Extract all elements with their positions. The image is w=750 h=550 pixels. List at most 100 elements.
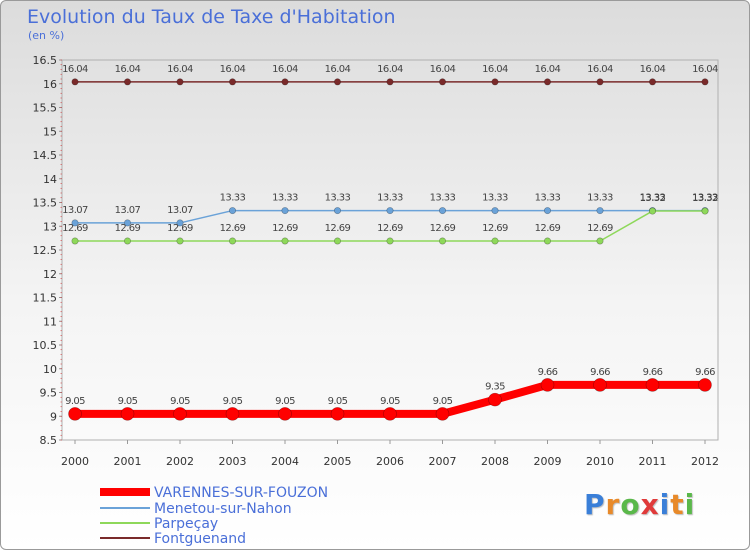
y-tick-label: 15.5	[33, 102, 58, 115]
x-tick-label: 2007	[429, 455, 457, 468]
data-label-fontguenand: 16.04	[430, 64, 456, 75]
logo-letter: x	[640, 488, 660, 521]
data-point-menetou-sur-nahon	[386, 207, 394, 215]
data-point-menetou-sur-nahon	[124, 219, 132, 227]
x-tick-label: 2004	[271, 455, 299, 468]
data-label-varennes-sur-fouzon: 9.66	[538, 367, 558, 378]
data-label-varennes-sur-fouzon: 9.05	[275, 396, 295, 407]
data-point-parpe-ay	[596, 237, 604, 245]
logo-letter: i	[684, 488, 696, 521]
x-tick-label: 2001	[114, 455, 142, 468]
x-tick-label: 2009	[534, 455, 562, 468]
data-label-varennes-sur-fouzon: 9.05	[170, 396, 190, 407]
data-label-menetou-sur-nahon: 13.33	[220, 193, 246, 204]
data-label-fontguenand: 16.04	[272, 64, 298, 75]
chart-subtitle: (en %)	[28, 29, 65, 42]
data-label-varennes-sur-fouzon: 9.05	[433, 396, 453, 407]
data-point-fontguenand	[386, 78, 394, 86]
legend-label: Menetou-sur-Nahon	[154, 501, 292, 517]
data-point-fontguenand	[229, 78, 237, 86]
data-label-fontguenand: 16.04	[482, 64, 508, 75]
data-point-fontguenand	[333, 78, 341, 86]
data-point-fontguenand	[438, 78, 446, 86]
data-point-parpe-ay	[438, 237, 446, 245]
data-label-parpe-ay: 12.69	[377, 223, 403, 234]
data-label-parpe-ay: 12.69	[115, 223, 141, 234]
data-label-parpe-ay: 12.69	[430, 223, 456, 234]
data-point-varennes-sur-fouzon	[68, 407, 82, 421]
data-point-parpe-ay	[176, 237, 184, 245]
data-label-varennes-sur-fouzon: 9.05	[223, 396, 243, 407]
legend-label: VARENNES-SUR-FOUZON	[154, 485, 328, 501]
data-point-menetou-sur-nahon	[71, 219, 79, 227]
x-tick-label: 2012	[691, 455, 719, 468]
data-point-varennes-sur-fouzon	[645, 378, 660, 392]
data-label-menetou-sur-nahon: 13.33	[535, 193, 561, 204]
data-label-varennes-sur-fouzon: 9.35	[485, 382, 505, 393]
y-tick-label: 13.5	[33, 197, 58, 210]
data-label-parpe-ay: 12.69	[325, 223, 351, 234]
data-label-parpe-ay: 12.69	[535, 223, 561, 234]
y-tick-label: 16	[43, 78, 57, 91]
y-tick-label: 9	[50, 410, 57, 423]
data-point-varennes-sur-fouzon	[540, 378, 555, 392]
logo-letter: P	[584, 488, 606, 521]
data-label-parpe-ay: 13.32	[640, 193, 666, 204]
y-tick-label: 10.5	[33, 339, 58, 352]
data-label-fontguenand: 16.04	[62, 64, 88, 75]
data-point-fontguenand	[543, 78, 551, 86]
y-tick-label: 11.5	[33, 292, 58, 305]
x-tick-label: 2006	[376, 455, 404, 468]
y-tick-label: 11	[43, 315, 57, 328]
data-point-menetou-sur-nahon	[543, 207, 551, 215]
data-point-menetou-sur-nahon	[176, 219, 184, 227]
data-label-menetou-sur-nahon: 13.33	[482, 193, 508, 204]
data-point-varennes-sur-fouzon	[698, 378, 712, 392]
data-point-menetou-sur-nahon	[229, 207, 237, 215]
data-point-fontguenand	[281, 78, 289, 86]
data-point-fontguenand	[71, 78, 79, 86]
x-tick-label: 2000	[61, 455, 89, 468]
x-tick-label: 2010	[586, 455, 614, 468]
x-tick-label: 2003	[219, 455, 247, 468]
data-point-parpe-ay	[124, 237, 132, 245]
data-point-fontguenand	[701, 78, 709, 86]
data-point-varennes-sur-fouzon	[173, 407, 187, 421]
data-label-varennes-sur-fouzon: 9.66	[643, 367, 663, 378]
data-point-varennes-sur-fouzon	[278, 407, 292, 421]
data-label-parpe-ay: 13.32	[692, 193, 718, 204]
data-label-parpe-ay: 12.69	[587, 223, 613, 234]
y-tick-label: 12.5	[33, 244, 58, 257]
data-label-parpe-ay: 12.69	[167, 223, 193, 234]
data-point-parpe-ay	[281, 237, 289, 245]
data-point-fontguenand	[124, 78, 132, 86]
data-label-menetou-sur-nahon: 13.33	[640, 193, 666, 204]
y-tick-label: 8.5	[40, 434, 58, 447]
data-point-varennes-sur-fouzon	[593, 378, 607, 392]
data-label-menetou-sur-nahon: 13.33	[587, 193, 613, 204]
data-point-varennes-sur-fouzon	[383, 407, 397, 421]
data-point-varennes-sur-fouzon	[225, 407, 240, 421]
data-point-parpe-ay	[71, 237, 79, 245]
data-label-menetou-sur-nahon: 13.33	[430, 193, 456, 204]
y-tick-label: 14	[43, 173, 57, 186]
data-label-menetou-sur-nahon: 13.33	[377, 193, 403, 204]
data-point-fontguenand	[596, 78, 604, 86]
data-label-menetou-sur-nahon: 13.33	[272, 193, 298, 204]
data-point-varennes-sur-fouzon	[120, 407, 135, 421]
y-tick-label: 15	[43, 125, 57, 138]
data-label-menetou-sur-nahon: 13.33	[325, 193, 351, 204]
y-tick-label: 13	[43, 220, 57, 233]
logo-letter: o	[620, 488, 641, 521]
logo-letter: t	[670, 488, 685, 521]
data-point-parpe-ay	[386, 237, 394, 245]
data-label-fontguenand: 16.04	[325, 64, 351, 75]
data-point-fontguenand	[648, 78, 656, 86]
data-point-parpe-ay	[491, 237, 499, 245]
data-point-menetou-sur-nahon	[281, 207, 289, 215]
data-point-menetou-sur-nahon	[438, 207, 446, 215]
data-label-varennes-sur-fouzon: 9.66	[590, 367, 610, 378]
data-label-varennes-sur-fouzon: 9.05	[380, 396, 400, 407]
proxiti-logo: Proxiti	[584, 488, 695, 521]
